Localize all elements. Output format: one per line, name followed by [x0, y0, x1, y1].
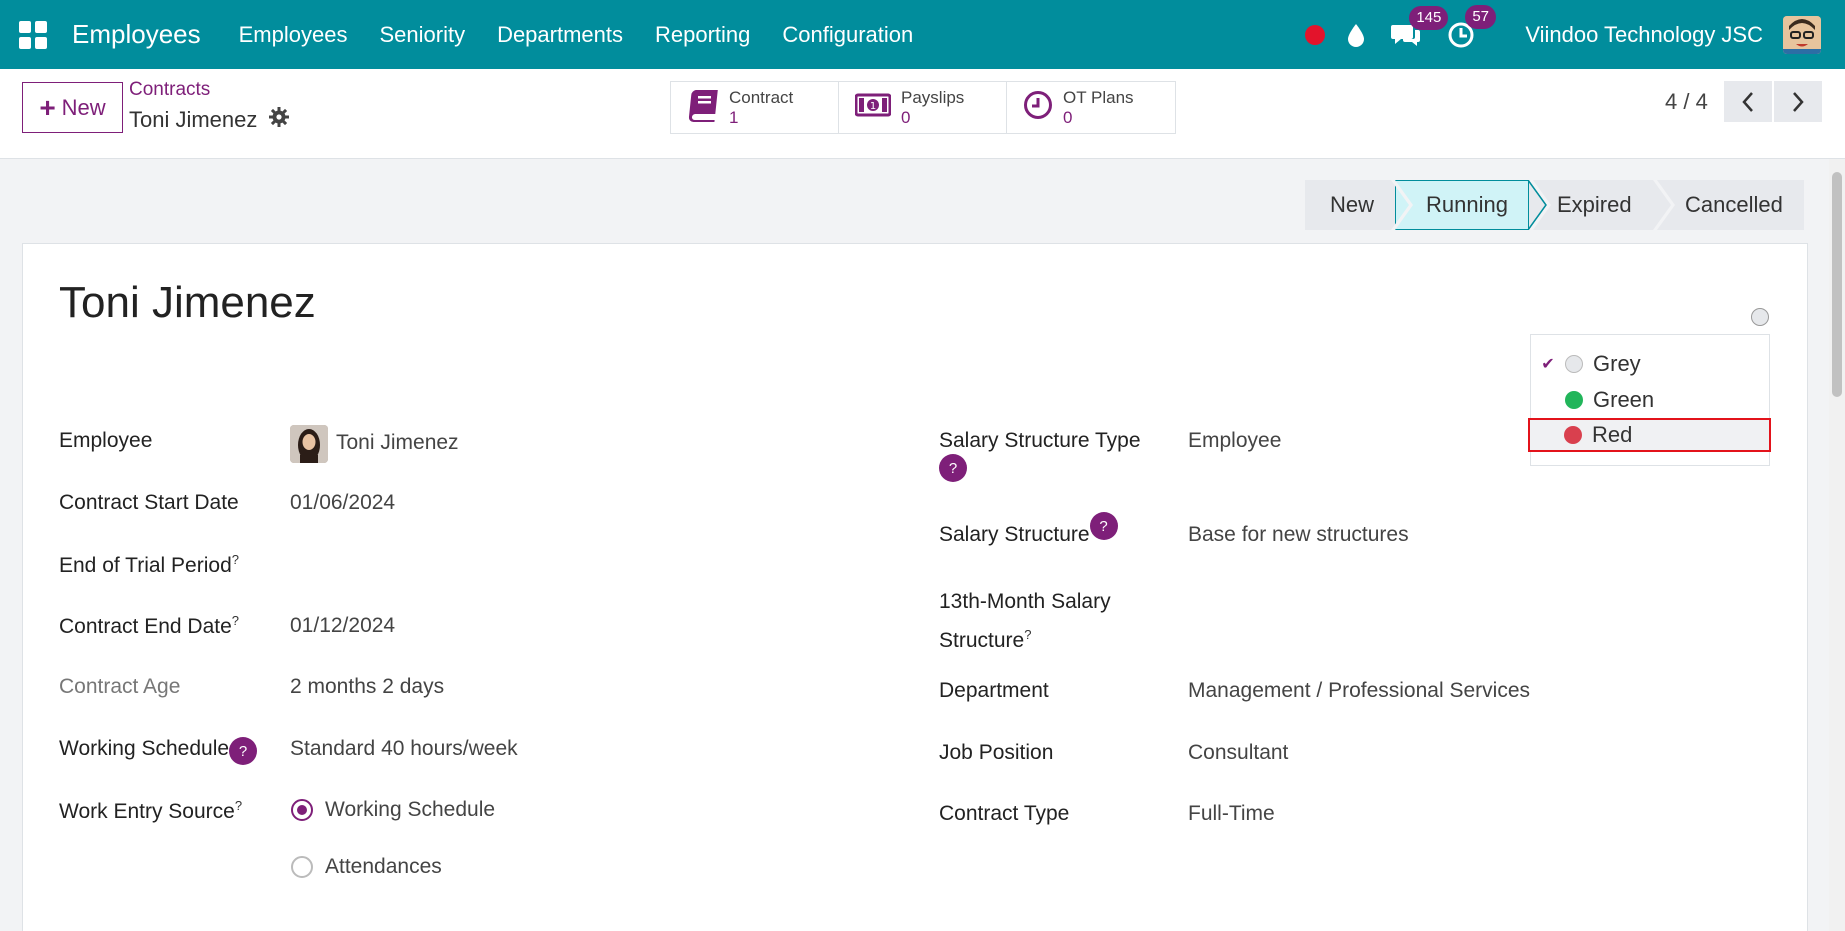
- drop-icon[interactable]: [1347, 23, 1365, 47]
- working-schedule-value[interactable]: Standard 40 hours/week: [290, 737, 518, 760]
- messages-badge: 145: [1409, 5, 1449, 30]
- help-tooltip-mark[interactable]: ?: [231, 613, 239, 628]
- help-badge[interactable]: ?: [1089, 512, 1118, 540]
- state-option-red[interactable]: Red: [1528, 418, 1771, 452]
- checkmark-icon: ✔: [1541, 356, 1555, 373]
- record-icon[interactable]: [1305, 24, 1326, 45]
- svg-text:1: 1: [870, 101, 876, 112]
- activities-badge: 57: [1465, 4, 1496, 29]
- 13th-month-structure-label: 13th-Month Salary Structure?: [939, 590, 1111, 652]
- ot-plans-smart-button[interactable]: OT Plans 0: [1007, 82, 1175, 133]
- scrollbar-thumb[interactable]: [1832, 172, 1842, 397]
- breadcrumb-contracts[interactable]: Contracts: [129, 79, 211, 100]
- pager-previous-button[interactable]: [1724, 81, 1772, 122]
- app-brand[interactable]: Employees: [72, 19, 201, 49]
- apps-menu-icon[interactable]: [19, 20, 47, 49]
- start-date-label: Contract Start Date: [59, 491, 239, 514]
- smart-buttons: Contract 1 1 Payslips 0 OT Plans 0: [670, 81, 1176, 134]
- menu-configuration[interactable]: Configuration: [782, 21, 914, 47]
- contract-title[interactable]: Toni Jimenez: [59, 278, 316, 327]
- user-avatar[interactable]: [1783, 15, 1821, 54]
- menu-seniority[interactable]: Seniority: [379, 21, 466, 47]
- contract-type-value[interactable]: Full-Time: [1188, 802, 1275, 825]
- radio-working-schedule-label[interactable]: Working Schedule: [325, 798, 496, 821]
- help-tooltip-mark[interactable]: ?: [231, 552, 239, 567]
- end-date-value[interactable]: 01/12/2024: [290, 614, 396, 637]
- contract-smart-button[interactable]: Contract 1: [671, 82, 839, 133]
- contract-statusbar: New Running Expired Cancelled: [1305, 180, 1804, 230]
- employee-value[interactable]: Toni Jimenez: [336, 431, 459, 454]
- radio-attendances[interactable]: [291, 856, 313, 878]
- trial-end-label: End of Trial Period?: [59, 552, 239, 577]
- red-dot-icon: [1564, 426, 1582, 444]
- start-date-value[interactable]: 01/06/2024: [290, 491, 396, 514]
- activities-icon[interactable]: 57: [1447, 4, 1496, 49]
- radio-working-schedule[interactable]: [291, 799, 313, 821]
- employee-avatar: [290, 425, 328, 463]
- menu-departments[interactable]: Departments: [497, 21, 624, 47]
- contract-type-label: Contract Type: [939, 802, 1070, 825]
- green-dot-icon: [1565, 391, 1583, 409]
- job-position-value[interactable]: Consultant: [1188, 741, 1289, 764]
- salary-structure-type-value[interactable]: Employee: [1188, 429, 1282, 452]
- department-label: Department: [939, 679, 1049, 702]
- breadcrumb-current: Toni Jimenez: [129, 107, 290, 133]
- navbar-systray: 145 57 Viindoo Technology JSC: [1305, 0, 1845, 69]
- kanban-state-dropdown: ✔ Grey Green Red: [1528, 334, 1771, 466]
- payslips-smart-button[interactable]: 1 Payslips 0: [839, 82, 1007, 133]
- top-navbar: Employees Employees Seniority Department…: [0, 0, 1845, 69]
- kanban-state-toggle[interactable]: [1751, 308, 1769, 326]
- help-tooltip-mark[interactable]: ?: [1024, 627, 1032, 642]
- grey-dot-icon: [1565, 355, 1583, 373]
- pager-value[interactable]: 4 / 4: [1665, 89, 1708, 114]
- radio-attendances-label[interactable]: Attendances: [325, 855, 442, 878]
- statusbar-arrows: [1391, 180, 1675, 230]
- help-tooltip-mark[interactable]: ?: [234, 798, 243, 813]
- money-icon: 1: [854, 92, 892, 123]
- salary-structure-label: Salary Structure?: [939, 512, 1118, 547]
- clock-icon: [1023, 90, 1053, 125]
- salary-structure-type-label: Salary Structure Type: [939, 429, 1141, 452]
- working-schedule-label: Working Schedule?: [59, 737, 258, 765]
- job-position-label: Job Position: [939, 741, 1054, 764]
- menu-reporting[interactable]: Reporting: [655, 21, 751, 47]
- pager-next-button[interactable]: [1774, 81, 1822, 122]
- new-button[interactable]: + New: [22, 82, 123, 133]
- help-badge[interactable]: ?: [229, 737, 258, 765]
- help-badge[interactable]: ?: [939, 454, 967, 482]
- employee-label: Employee: [59, 429, 153, 452]
- department-value[interactable]: Management / Professional Services: [1188, 679, 1530, 702]
- state-option-green[interactable]: Green: [1531, 383, 1771, 417]
- work-entry-source-label: Work Entry Source?: [59, 798, 243, 823]
- stage-running[interactable]: Running: [1395, 180, 1529, 230]
- end-date-label: Contract End Date?: [59, 613, 239, 638]
- salary-structure-value[interactable]: Base for new structures: [1188, 523, 1409, 546]
- control-panel: + New Contracts Toni Jimenez Contract 1 1 …: [0, 69, 1845, 159]
- stage-new[interactable]: New: [1305, 180, 1395, 230]
- messages-icon[interactable]: 145: [1391, 5, 1449, 48]
- company-switcher[interactable]: Viindoo Technology JSC: [1525, 21, 1763, 47]
- form-sheet: [22, 243, 1808, 931]
- book-icon: [687, 88, 719, 127]
- contract-age-value: 2 months 2 days: [290, 675, 445, 698]
- contract-age-label: Contract Age: [59, 675, 181, 698]
- chevron-left-icon: [1742, 91, 1753, 112]
- gear-icon[interactable]: [269, 107, 290, 133]
- stage-cancelled[interactable]: Cancelled: [1653, 180, 1804, 230]
- chevron-right-icon: [1793, 91, 1804, 112]
- state-option-grey[interactable]: ✔ Grey: [1531, 347, 1771, 381]
- menu-employees[interactable]: Employees: [238, 21, 348, 47]
